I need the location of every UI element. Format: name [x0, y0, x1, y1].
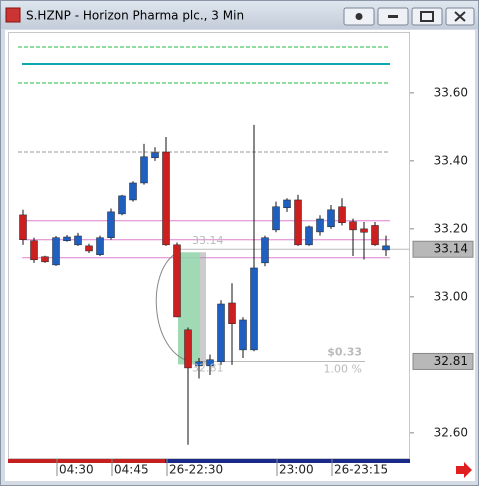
- x-tick-label: 23:00: [279, 463, 314, 477]
- candle-body: [140, 156, 148, 184]
- candle-body: [217, 303, 225, 363]
- candle-body: [162, 151, 170, 246]
- candle-body: [305, 226, 313, 246]
- measure-pct: 1.00 %: [324, 362, 362, 375]
- y-tick-label: 33.20: [434, 221, 468, 235]
- candle-body: [206, 359, 214, 367]
- candle-body: [151, 152, 159, 159]
- candle-body: [30, 240, 38, 261]
- y-tick-label: 33.60: [434, 85, 468, 99]
- measure-change: $0.33: [327, 345, 362, 358]
- window-title: S.HZNP - Horizon Pharma plc., 3 Min: [26, 9, 244, 23]
- candle-body: [283, 199, 291, 209]
- maximize-button[interactable]: [411, 7, 443, 26]
- price-marker-label: 33.14: [434, 242, 468, 256]
- candle-body: [184, 329, 192, 369]
- candle-body: [52, 237, 60, 266]
- candle-body: [261, 237, 269, 264]
- measure-shadow: [200, 252, 206, 365]
- x-tick-label: 26-23:15: [334, 463, 388, 477]
- candle-body: [250, 267, 258, 351]
- x-tick-label: 26-22:30: [169, 463, 223, 477]
- candle-body: [19, 214, 27, 240]
- candle-body: [41, 256, 49, 263]
- candle-body: [382, 245, 390, 251]
- measure-label: 33.14: [192, 234, 224, 247]
- candle-body: [118, 195, 126, 215]
- measure-box: [178, 252, 200, 365]
- x-tick-label: 04:30: [59, 463, 94, 477]
- y-tick-label: 33.40: [434, 153, 468, 167]
- candle-body: [85, 245, 93, 252]
- candle-body: [96, 237, 104, 255]
- plot-frame: [8, 32, 410, 459]
- y-tick-label: 32.60: [434, 425, 468, 439]
- price-marker-label: 32.81: [434, 354, 468, 368]
- candle-body: [239, 319, 247, 351]
- candle-body: [338, 206, 346, 223]
- measure-label: 32.81: [192, 361, 224, 374]
- candle-body: [360, 228, 368, 233]
- candle-body: [371, 225, 379, 246]
- candle-body: [327, 209, 335, 228]
- session-bar: [165, 459, 410, 463]
- window-buttons[interactable]: [343, 7, 475, 26]
- session-bar: [8, 459, 165, 463]
- price-marker: [412, 240, 474, 258]
- x-tick-label: 04:45: [114, 463, 149, 477]
- candle-body: [349, 221, 357, 231]
- price-marker: [412, 352, 474, 370]
- plot: [18, 46, 410, 445]
- y-tick-label: 33.00: [434, 289, 468, 303]
- scroll-arrow[interactable]: [456, 462, 472, 478]
- candle-body: [294, 199, 302, 246]
- ellipse-drawing: [155, 251, 191, 362]
- candle-body: [74, 235, 82, 246]
- candle-body: [195, 361, 203, 367]
- candle-body: [107, 211, 115, 238]
- candle-body: [63, 236, 71, 242]
- candle-body: [272, 206, 280, 231]
- candle-body: [129, 182, 137, 201]
- candle-body: [228, 302, 236, 324]
- candle-body: [173, 244, 181, 318]
- app-icon: [5, 7, 21, 23]
- candle-body: [316, 218, 324, 233]
